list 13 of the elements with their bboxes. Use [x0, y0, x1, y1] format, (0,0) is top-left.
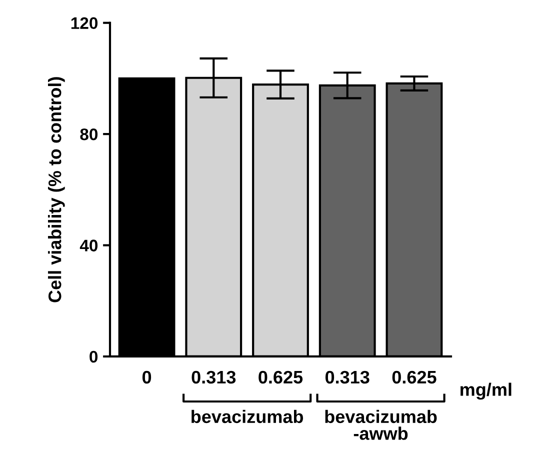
- text: bevacizumab: [192, 410, 304, 424]
- text: bevacizumab -awwb: [325, 410, 437, 440]
- x-tick-label: 0.625: [392, 370, 436, 384]
- x-tick-label: 0.625: [258, 370, 303, 384]
- y-tick-label: 80: [80, 128, 98, 140]
- y-tick-label: 120: [71, 17, 98, 30]
- y-tick-label: 40: [80, 240, 98, 252]
- x-tick-label: 0.313: [192, 370, 236, 384]
- y-axis-title: Cell viability (% to control): [48, 77, 65, 302]
- y-tick-label: 0: [90, 350, 98, 363]
- x-tick-label: 0: [142, 370, 152, 384]
- x-tick-label: 0.313: [325, 370, 370, 384]
- text: mg/ml: [460, 382, 512, 400]
